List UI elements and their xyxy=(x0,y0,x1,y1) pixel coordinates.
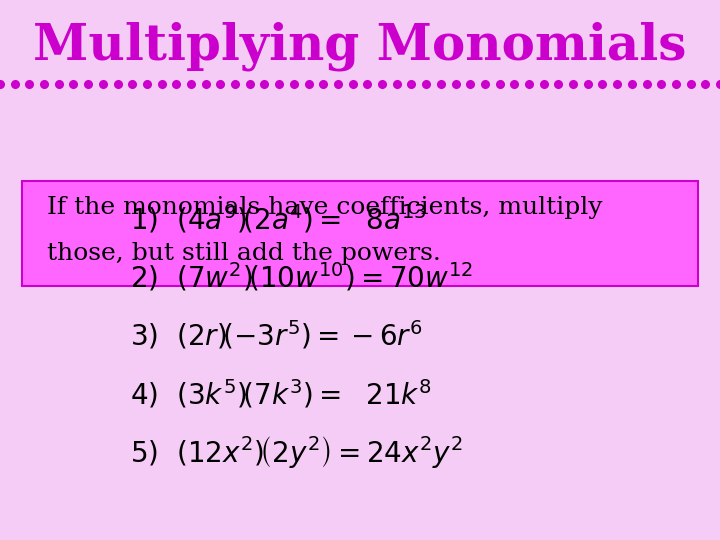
Text: $1)\ \ \left(4a^{9}\right)\!\left(2a^{4}\right)=\ \ 8a^{13}$: $1)\ \ \left(4a^{9}\right)\!\left(2a^{4}… xyxy=(130,202,426,235)
Text: $5)\ \ \left(12x^{2}\right)\!\left(2y^{2}\right)=24x^{2}y^{2}$: $5)\ \ \left(12x^{2}\right)\!\left(2y^{2… xyxy=(130,434,462,470)
Text: $4)\ \ \left(3k^{5}\right)\!\left(7k^{3}\right)=\ \ 21k^{8}$: $4)\ \ \left(3k^{5}\right)\!\left(7k^{3}… xyxy=(130,377,432,410)
Text: those, but still add the powers.: those, but still add the powers. xyxy=(47,242,441,265)
Text: Multiplying Monomials: Multiplying Monomials xyxy=(33,22,687,71)
Text: If the monomials have coefficients, multiply: If the monomials have coefficients, mult… xyxy=(47,196,603,219)
FancyBboxPatch shape xyxy=(22,181,698,286)
Text: $3)\ \ \left(2r\right)\!\left(-3r^{5}\right)=-6r^{6}$: $3)\ \ \left(2r\right)\!\left(-3r^{5}\ri… xyxy=(130,319,423,352)
Text: $2)\ \ \left(7w^{2}\right)\!\left(10w^{10}\right)=70w^{12}$: $2)\ \ \left(7w^{2}\right)\!\left(10w^{1… xyxy=(130,261,472,293)
